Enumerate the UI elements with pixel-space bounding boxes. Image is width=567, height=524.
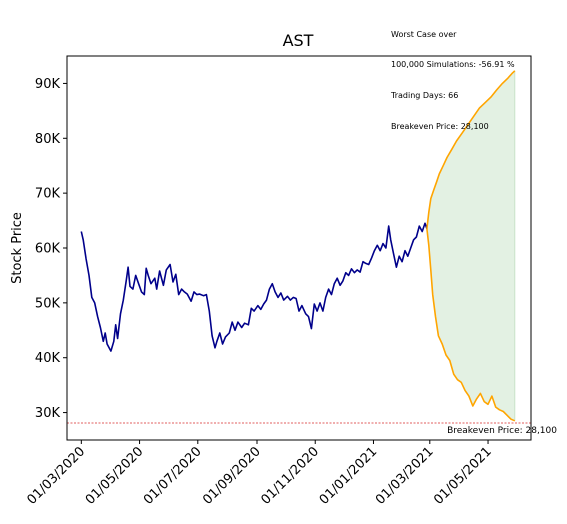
y-tick-label: 70K [35,187,61,202]
x-tick-label: 01/03/2020 [25,444,89,508]
y-tick-label: 60K [35,242,61,257]
breakeven-label: Breakeven Price: 28,100 [447,426,557,436]
historical-price-line [80,222,428,352]
y-tick-label: 50K [35,296,61,311]
series-layer [80,70,516,422]
annotation-line: 100,000 Simulations: -56.91 % [391,60,515,70]
x-tick-label: 01/05/2021 [431,444,495,508]
annotation-line: Trading Days: 66 [391,91,459,101]
x-axis: 01/03/202001/05/202001/07/202001/09/2020… [25,440,495,508]
x-tick-label: 01/09/2020 [200,444,264,508]
y-tick-label: 80K [35,132,61,147]
y-tick-label: 90K [35,77,61,92]
y-axis-label: Stock Price [10,212,25,284]
x-tick-label: 01/03/2021 [373,444,437,508]
worst-case-annotation: Worst Case over 100,000 Simulations: -56… [391,9,515,143]
simulation-upper-line [426,70,516,229]
x-tick-label: 01/07/2020 [141,444,205,508]
y-tick-label: 30K [35,406,61,421]
annotation-line: Breakeven Price: 28,100 [391,122,489,132]
simulation-lower-line [426,228,516,422]
y-tick-label: 40K [35,351,61,366]
annotation-line: Worst Case over [391,29,457,39]
x-tick-label: 01/11/2020 [258,444,322,508]
x-tick-label: 01/01/2021 [317,444,381,508]
simulation-range-band [426,70,516,421]
simulation-band-area [426,70,515,421]
y-axis: 30K 40K 50K 60K 70K 80K 90K [35,77,67,421]
chart-title: AST [283,31,314,50]
x-tick-label: 01/05/2020 [83,444,147,508]
